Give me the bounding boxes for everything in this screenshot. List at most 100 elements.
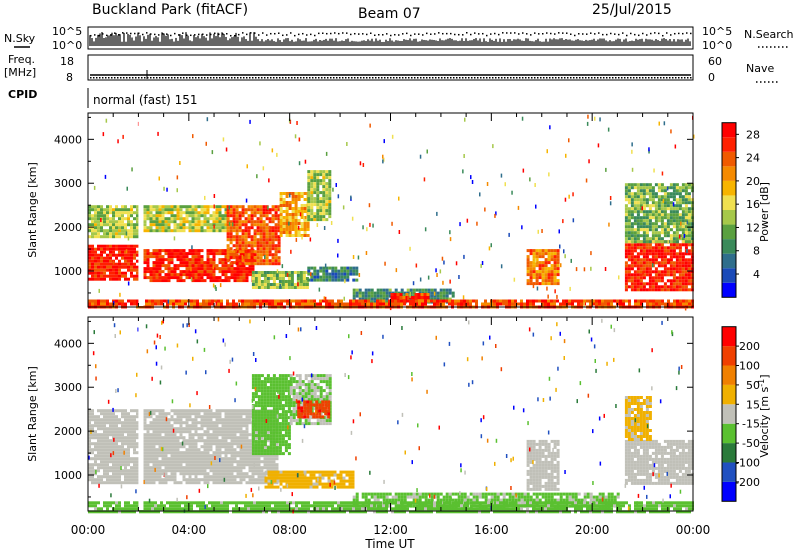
heatmap-cell [282, 274, 285, 277]
heatmap-cell [233, 208, 236, 211]
heatmap-cell [640, 192, 643, 195]
heatmap-cell [427, 296, 430, 299]
heatmap-cell [282, 277, 285, 280]
heatmap-cell [466, 300, 469, 303]
heatmap-cell [307, 176, 310, 179]
heatmap-cell [124, 436, 127, 439]
heatmap-cell [192, 261, 195, 264]
heatmap-cell [274, 303, 277, 306]
heatmap-cell [449, 289, 452, 292]
heatmap-cell [295, 222, 298, 225]
nsearch-dot [290, 32, 292, 34]
heatmap-cell [171, 252, 174, 255]
heatmap-cell [144, 412, 147, 415]
heatmap-cell [106, 303, 109, 306]
heatmap-cell [97, 469, 100, 472]
heatmap-cell [539, 270, 542, 273]
heatmap-cell [306, 283, 309, 286]
heatmap-cell [109, 433, 112, 436]
heatmap-cell [133, 445, 136, 448]
heatmap-cell [313, 212, 316, 215]
heatmap-cell [643, 252, 646, 255]
heatmap-cell [433, 303, 436, 306]
heatmap-cell [257, 220, 260, 223]
heatmap-cell [130, 275, 133, 278]
heatmap-cell [577, 300, 580, 303]
heatmap-cell [688, 216, 691, 219]
heatmap-cell [530, 264, 533, 267]
heatmap-cell [103, 220, 106, 223]
heatmap-cell [219, 261, 222, 264]
heatmap-cell [670, 204, 673, 207]
nsearch-dot [430, 33, 432, 35]
heatmap-cell [673, 273, 676, 276]
heatmap-cell [191, 245, 193, 249]
heatmap-cell [251, 211, 254, 214]
heatmap-cell [658, 255, 661, 258]
heatmap-cell [242, 235, 245, 238]
nsearch-dot [626, 35, 628, 37]
heatmap-cell [303, 216, 305, 220]
heatmap-cell [667, 225, 670, 228]
heatmap-cell [288, 280, 291, 283]
heatmap-cell [365, 289, 368, 292]
heatmap-cell [109, 466, 112, 469]
heatmap-cell [150, 208, 153, 211]
heatmap-cell [685, 246, 688, 249]
heatmap-cell [106, 235, 109, 238]
heatmap-cell [283, 201, 286, 204]
heatmap-cell [133, 300, 136, 303]
heatmap-cell [685, 279, 688, 282]
heatmap-cell [153, 481, 156, 484]
nsearch-dot [214, 33, 216, 35]
heatmap-cell [637, 201, 640, 204]
nave-dot [441, 77, 443, 79]
heatmap-cell [310, 238, 312, 242]
heatmap-cell [368, 289, 371, 292]
heatmap-cell [150, 454, 153, 457]
heatmap-cell [655, 237, 658, 240]
heatmap-cell [106, 208, 109, 211]
heatmap-cell [124, 257, 127, 260]
heatmap-cell [325, 270, 328, 273]
heatmap-cell [130, 245, 133, 248]
heatmap-cell [267, 271, 270, 274]
heatmap-cell [100, 266, 103, 269]
heatmap-cell [628, 243, 631, 246]
heatmap-cell [637, 204, 640, 207]
nave-dot [519, 77, 521, 79]
power-colorbar-label: Power [dB] [758, 182, 771, 242]
nave-dot [408, 77, 410, 79]
heatmap-cell [288, 283, 291, 286]
heatmap-cell [637, 273, 640, 276]
heatmap-cell [658, 243, 661, 246]
heatmap-cell [147, 217, 150, 220]
heatmap-cell [646, 261, 649, 264]
nave-dot [411, 77, 413, 79]
heatmap-cell [191, 277, 193, 281]
heatmap-cell [542, 273, 545, 276]
heatmap-cell [127, 445, 130, 448]
heatmap-cell [425, 227, 427, 231]
heatmap-cell [283, 204, 286, 207]
heatmap-cell [229, 206, 231, 210]
heatmap-cell [186, 252, 189, 255]
heatmap-cell [628, 207, 631, 210]
heatmap-cell [658, 219, 661, 222]
heatmap-cell [292, 198, 295, 201]
nsearch-dot [186, 34, 188, 36]
heatmap-cell [652, 270, 655, 273]
heatmap-cell [91, 424, 94, 427]
heatmap-cell [343, 273, 346, 276]
heatmap-cell [658, 237, 661, 240]
heatmap-cell [156, 270, 159, 273]
heatmap-cell [649, 303, 652, 306]
heatmap-cell [487, 182, 489, 186]
heatmap-cell [236, 241, 239, 244]
heatmap-cell [168, 421, 171, 424]
heatmap-cell [269, 217, 272, 220]
heatmap-cell [637, 231, 640, 234]
heatmap-cell [180, 418, 183, 421]
heatmap-cell [254, 223, 257, 226]
heatmap-cell [100, 424, 103, 427]
